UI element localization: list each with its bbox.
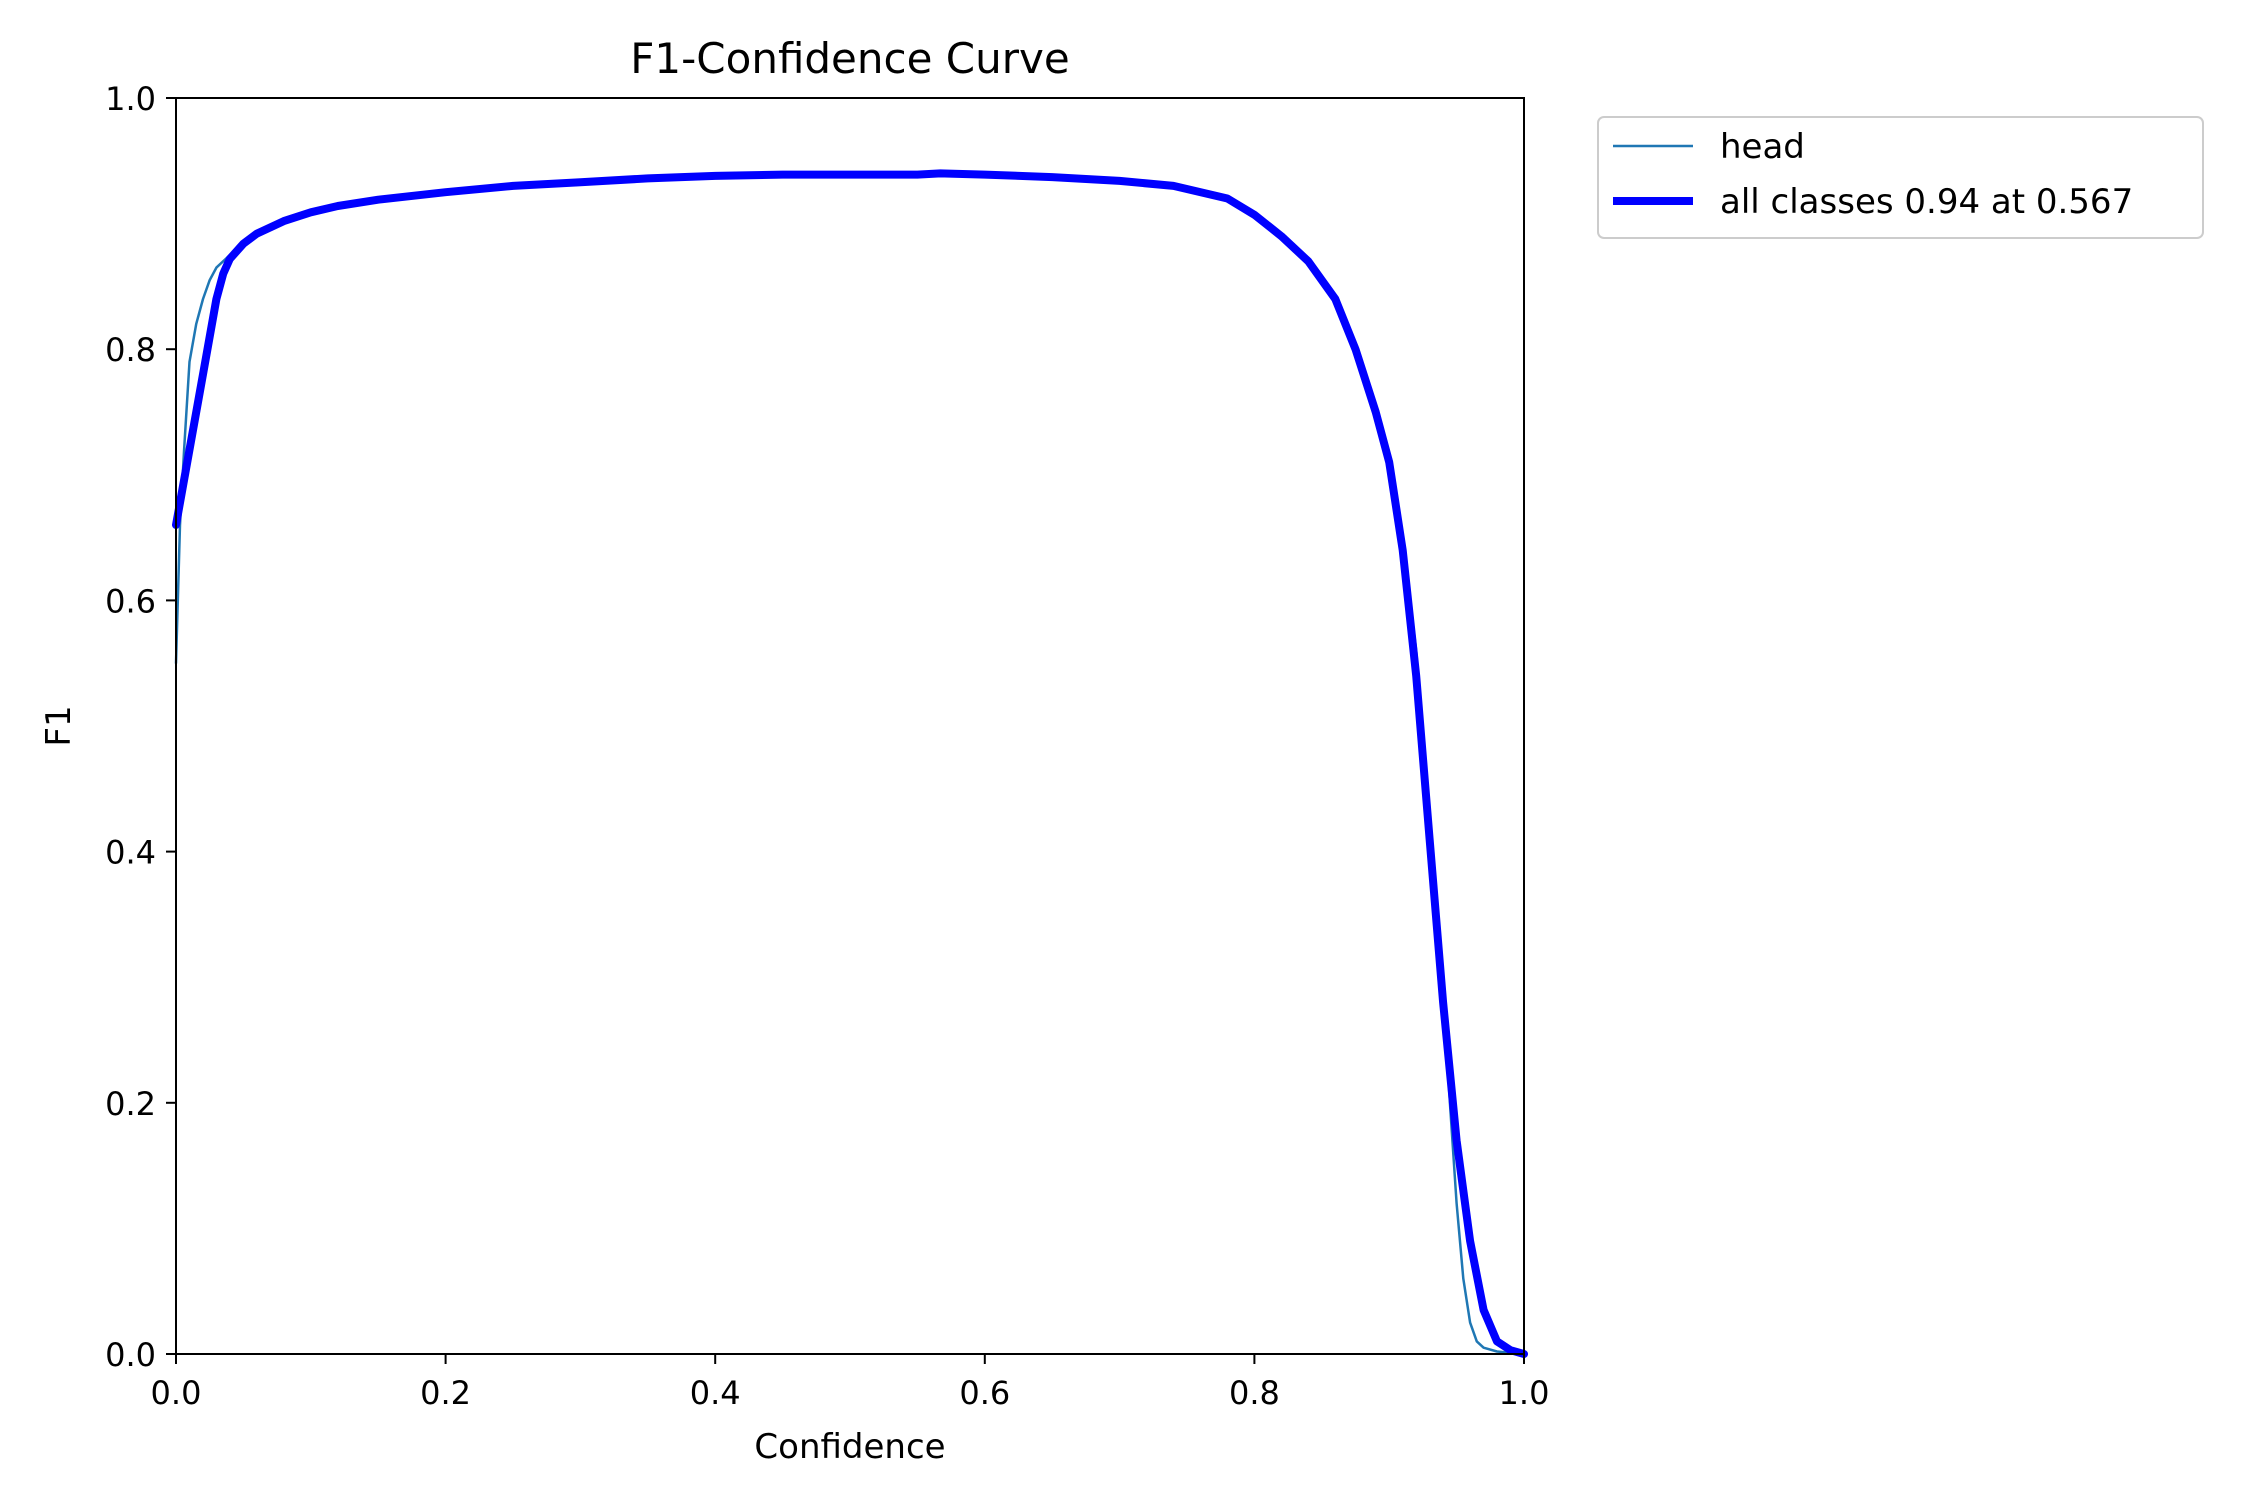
plot-frame (175, 97, 1525, 1355)
x-tick-label: 0.8 (1229, 1374, 1280, 1412)
x-tick-label: 0.4 (690, 1374, 741, 1412)
y-axis-label: F1 (39, 705, 79, 746)
y-tick-label: 0.6 (105, 582, 156, 620)
y-axis-ticks: 0.0 0.2 0.4 0.6 0.8 1.0 (105, 80, 176, 1374)
legend-label-all-classes: all classes 0.94 at 0.567 (1720, 182, 2133, 222)
x-tick-label: 0.0 (151, 1374, 202, 1412)
y-tick-label: 0.8 (105, 331, 156, 369)
series-line-all-classes (172, 169, 1528, 1358)
chart-title: F1-Confidence Curve (630, 34, 1069, 83)
legend: head all classes 0.94 at 0.567 (1597, 116, 2204, 239)
x-tick-label: 0.2 (420, 1374, 471, 1412)
y-tick-label: 1.0 (105, 80, 156, 118)
plot-area (172, 169, 1528, 1358)
y-tick-label: 0.0 (105, 1336, 156, 1374)
legend-label-head: head (1720, 127, 1805, 167)
x-axis-ticks: 0.0 0.2 0.4 0.6 0.8 1.0 (151, 1354, 1550, 1412)
y-tick-label: 0.2 (105, 1085, 156, 1123)
x-tick-label: 1.0 (1499, 1374, 1550, 1412)
x-tick-label: 0.6 (959, 1374, 1010, 1412)
x-axis-label: Confidence (754, 1427, 945, 1467)
legend-box (1597, 116, 2204, 239)
y-tick-label: 0.4 (105, 834, 156, 872)
